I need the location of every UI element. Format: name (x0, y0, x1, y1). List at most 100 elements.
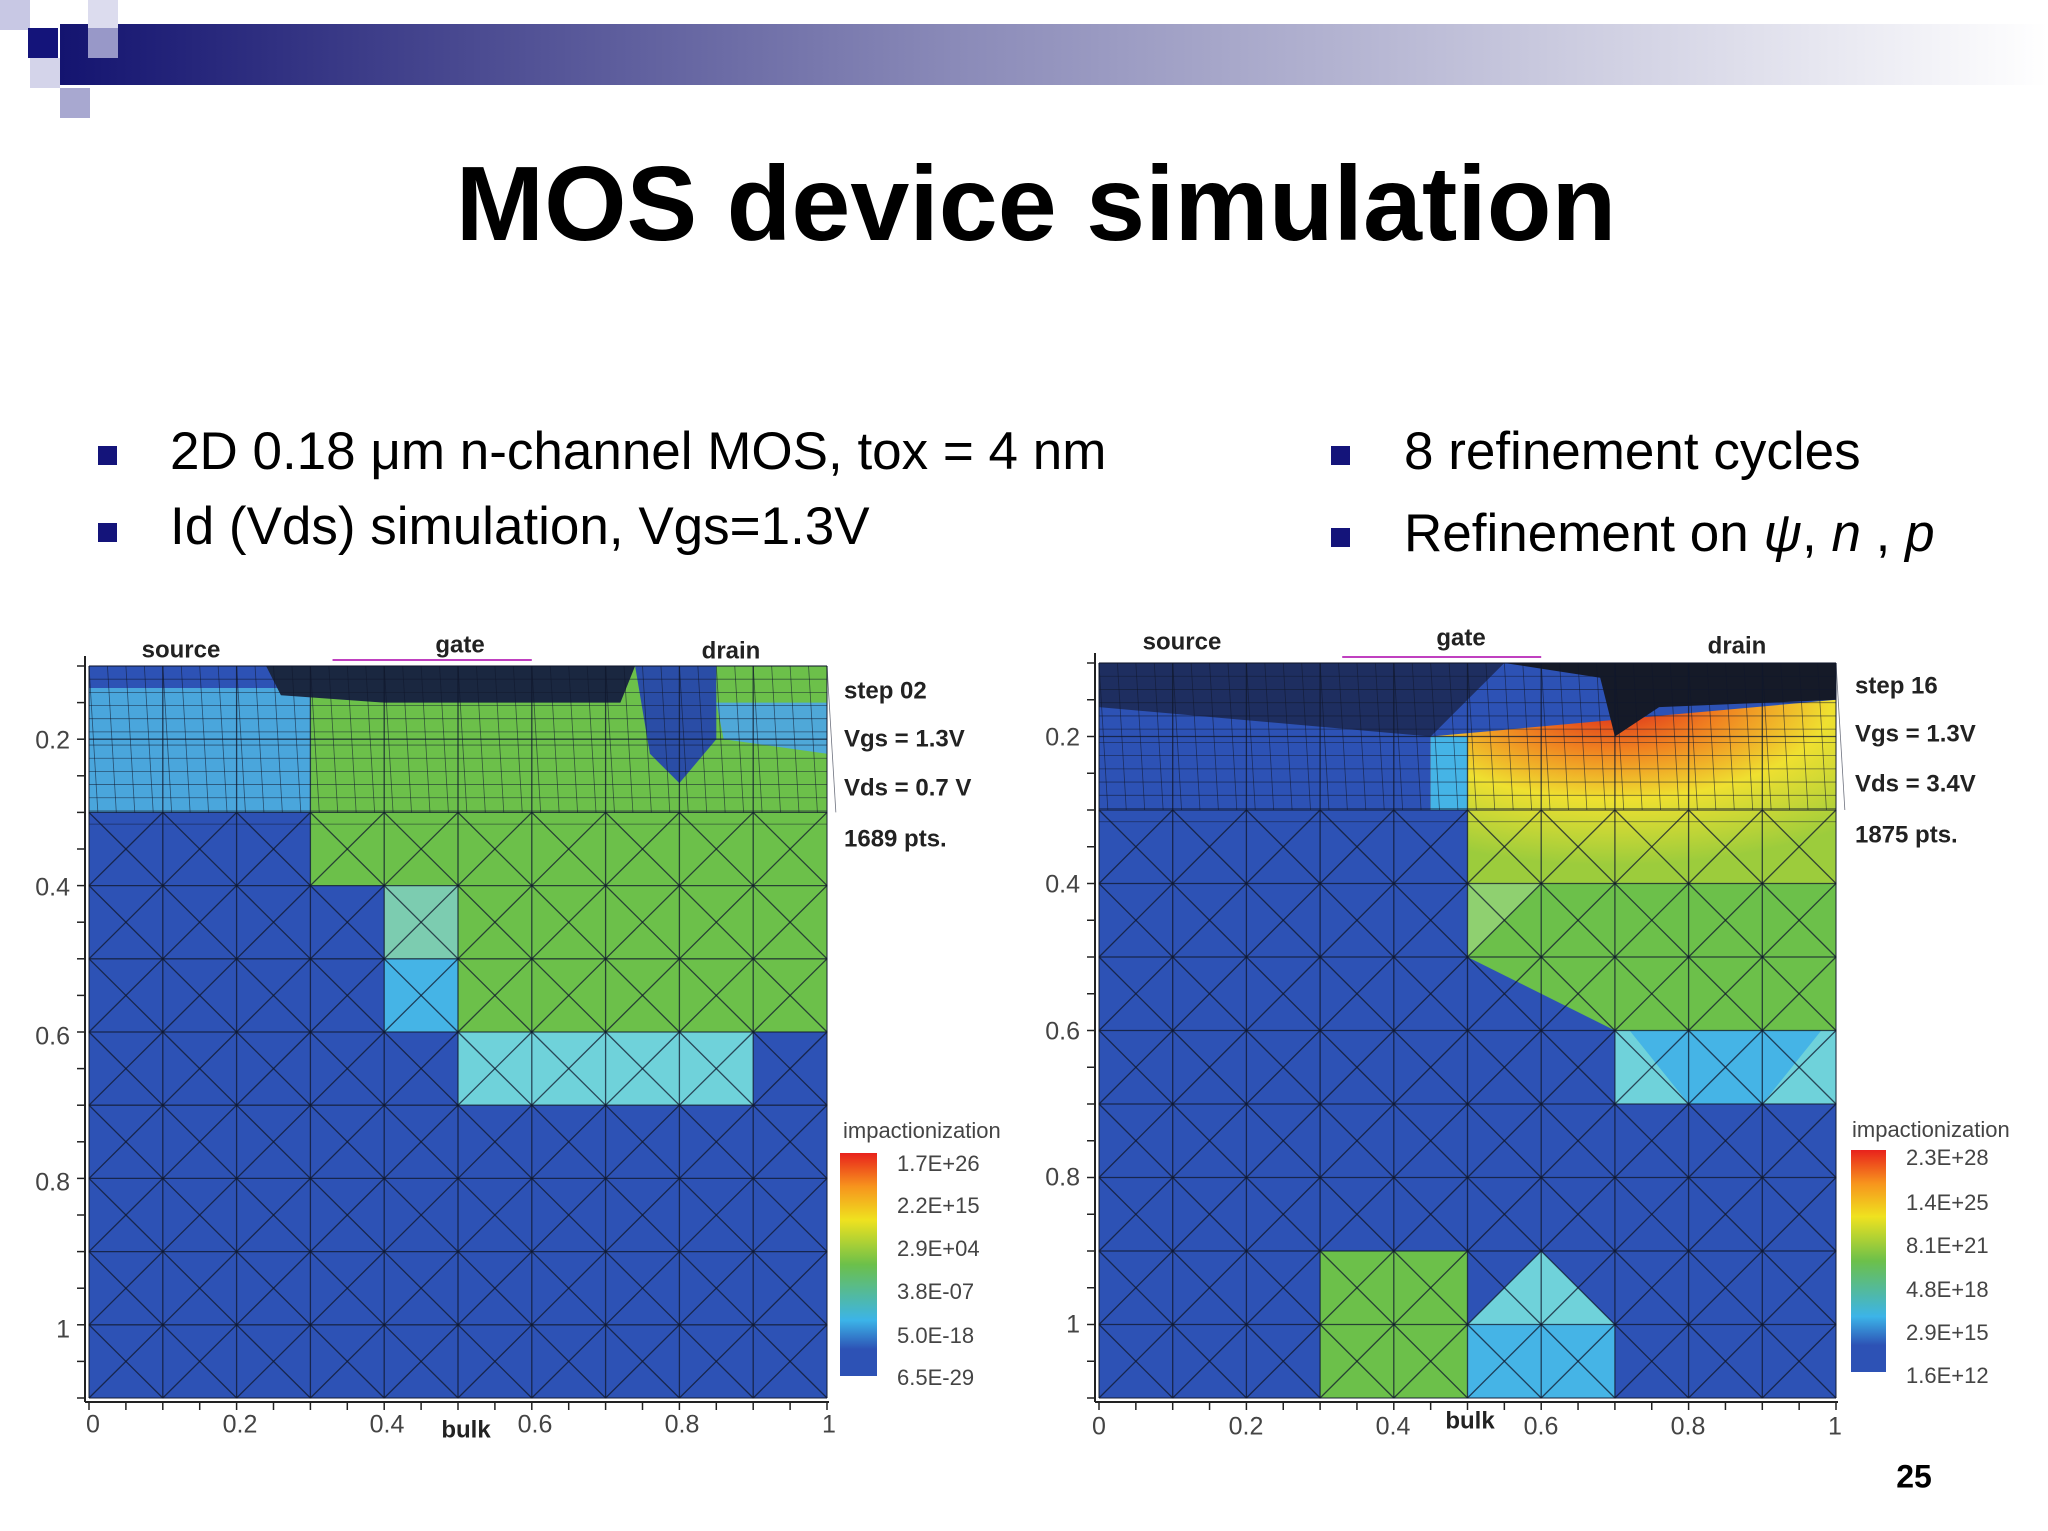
mesh-line (328, 665, 339, 813)
step-info: Vgs = 1.3V (1855, 720, 1976, 747)
bullet-marker (1331, 528, 1350, 547)
mesh-line (1227, 662, 1238, 811)
mesh-line (383, 885, 459, 960)
mesh-line (752, 1251, 828, 1326)
mesh-line (236, 811, 311, 887)
mesh-line (1172, 1324, 1247, 1399)
mesh-line (605, 1031, 680, 1106)
mesh-line (1393, 1324, 1468, 1399)
legend-label: 1.4E+25 (1906, 1190, 1989, 1215)
mesh-line (531, 958, 607, 1033)
mesh-line (236, 665, 246, 813)
mesh-line (1301, 662, 1311, 811)
mesh-line (1172, 883, 1247, 958)
mesh-line (309, 1177, 385, 1253)
mesh-line (88, 1251, 164, 1326)
mesh-line (1264, 662, 1275, 811)
axis-label: bulk (1445, 1407, 1495, 1434)
mesh-line (309, 1031, 385, 1106)
mesh-line (383, 1031, 459, 1106)
mesh-line (1761, 662, 1772, 811)
region-label: source (142, 636, 221, 663)
mesh-line (678, 1031, 754, 1106)
mesh-line (439, 665, 449, 813)
page-number: 25 (1896, 1458, 1932, 1494)
mesh-line (531, 885, 607, 960)
mesh-line (1817, 662, 1827, 811)
mesh-line (1393, 809, 1468, 884)
mesh-line (420, 665, 431, 813)
mesh-line (1393, 1103, 1468, 1178)
mesh-line (1356, 662, 1367, 811)
symbol: n (1831, 504, 1860, 563)
legend-label: 2.2E+15 (897, 1193, 980, 1218)
mesh-line (236, 1251, 311, 1326)
mesh-line (1632, 662, 1643, 811)
mesh-line (697, 665, 708, 813)
mesh-line (457, 665, 468, 813)
mesh-line (1467, 1177, 1542, 1252)
mesh-line (1522, 662, 1533, 811)
mesh-line (1761, 883, 1837, 958)
mesh-line (365, 665, 376, 813)
mesh-line (457, 958, 533, 1033)
bullet-marker (98, 523, 117, 542)
mesh-line (752, 885, 828, 960)
mesh-line (1172, 1030, 1247, 1105)
legend-label: 3.8E-07 (897, 1279, 974, 1304)
mesh-line (1688, 1177, 1763, 1252)
simulation-plot (1087, 653, 1846, 1410)
header-square (88, 0, 118, 30)
mesh-line (1319, 1030, 1395, 1105)
mesh-line (1098, 1250, 1174, 1325)
mesh-line (457, 1324, 533, 1399)
mesh-line (1245, 1103, 1321, 1178)
legend-label: 1.6E+12 (1906, 1363, 1989, 1388)
mesh-line (1761, 1177, 1837, 1252)
mesh-line (1688, 1250, 1763, 1325)
bullet-marker (98, 446, 117, 465)
mesh-line (346, 665, 357, 813)
mesh-dense (88, 665, 837, 825)
y-tick-label: 0.2 (1045, 724, 1080, 752)
mesh-line (605, 1324, 680, 1399)
mesh-line (236, 1031, 311, 1106)
mesh-line (752, 665, 763, 813)
mesh-line (1393, 883, 1468, 958)
mesh-line (1743, 662, 1754, 811)
mesh-line (623, 665, 634, 813)
mesh-line (1393, 1250, 1468, 1325)
x-tick-label: 0.4 (1376, 1413, 1411, 1441)
mesh-line (88, 1031, 164, 1106)
x-tick-label: 1 (1828, 1413, 1842, 1441)
x-tick-label: 1 (822, 1411, 836, 1439)
mesh-line (162, 1104, 238, 1179)
step-info: step 02 (844, 677, 927, 704)
mesh-line (1430, 662, 1440, 811)
mesh-line (1319, 809, 1395, 884)
mesh-line (162, 665, 173, 813)
mesh-line (383, 811, 459, 887)
mesh-line (1761, 809, 1837, 884)
y-tick-label: 0.6 (35, 1023, 70, 1051)
header-square (30, 58, 60, 88)
mesh-line (1098, 1324, 1174, 1399)
mesh-line (1467, 1103, 1542, 1178)
mesh-line (678, 1324, 754, 1399)
mesh-line (1467, 809, 1542, 884)
mesh-line (291, 665, 302, 813)
mesh-line (1393, 662, 1404, 811)
mesh-line (605, 811, 680, 887)
mesh-line (1540, 1324, 1616, 1399)
mesh-line (125, 665, 136, 813)
legend-label: 2.3E+28 (1906, 1145, 1989, 1170)
mesh-line (1098, 809, 1174, 884)
mesh-line (199, 665, 209, 813)
mesh-line (1448, 662, 1459, 811)
legend-title: impactionization (1852, 1117, 2010, 1142)
mesh-line (1319, 883, 1395, 958)
mesh-line (383, 1104, 459, 1179)
mesh-line (1245, 1030, 1321, 1105)
mesh-line (1559, 662, 1569, 811)
mesh-line (383, 1324, 459, 1399)
